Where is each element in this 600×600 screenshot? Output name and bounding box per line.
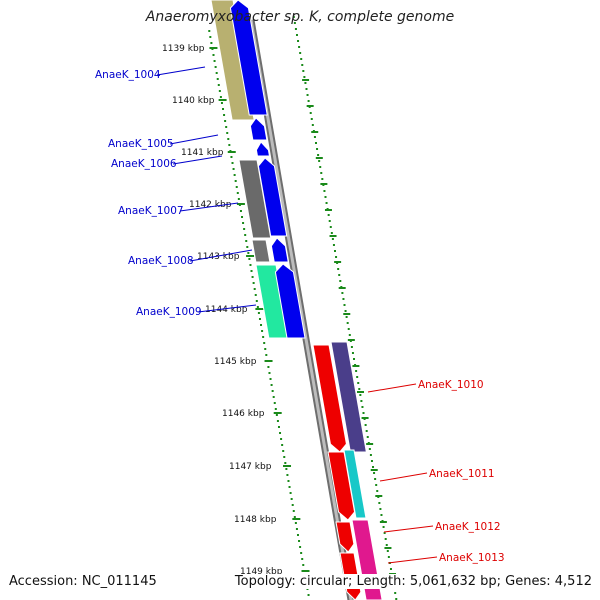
gene-label-AnaeK_1012: AnaeK_1012 [435, 521, 501, 533]
gene-label-AnaeK_1006: AnaeK_1006 [111, 158, 177, 170]
tick-dots-left [208, 30, 310, 596]
gene-label-AnaeK_1005: AnaeK_1005 [108, 138, 174, 150]
reverse-gene-arrow-1010 [312, 344, 347, 453]
map-title: Anaeromyxobacter sp. K, complete genome [145, 9, 455, 25]
grey-cog-block-2 [251, 239, 271, 263]
scale-label-3: 1142 kbp [189, 200, 232, 210]
scale-label-5: 1144 kbp [205, 305, 248, 315]
summary-text: Topology: circular; Length: 5,061,632 bp… [230, 574, 592, 589]
scale-label-0: 1139 kbp [162, 44, 205, 54]
gene-leader-AnaeK_1004 [156, 66, 206, 76]
gene-leader-AnaeK_1008 [189, 249, 253, 262]
gene-leader-AnaeK_1011 [379, 472, 428, 482]
scale-labels: 1139 kbp 1140 kbp 1141 kbp 1142 kbp 1143 kbp… [162, 44, 283, 577]
reverse-gene-arrow-1012 [335, 521, 355, 553]
forward-gene-arrow-1006 [255, 141, 271, 157]
feature-track [210, 0, 383, 600]
gene-label-AnaeK_1004: AnaeK_1004 [95, 69, 161, 81]
gene-leader-AnaeK_1010 [367, 383, 417, 393]
genome-backbone [247, 19, 355, 600]
grey-cog-block [238, 159, 272, 239]
scale-label-9: 1148 kbp [234, 515, 277, 525]
gene-labels: AnaeK_1004 AnaeK_1005 AnaeK_1006 AnaeK_1007… [95, 66, 505, 564]
accession-text: Accession: NC_011145 [9, 574, 157, 589]
gene-label-AnaeK_1010: AnaeK_1010 [418, 379, 484, 391]
purple-cog-block [330, 341, 367, 453]
gene-leader-AnaeK_1009 [197, 304, 257, 313]
gene-leader-AnaeK_1012 [383, 525, 434, 533]
gene-leader-AnaeK_1007 [179, 202, 239, 212]
scale-label-8: 1147 kbp [229, 462, 272, 472]
scale-label-6: 1145 kbp [214, 357, 257, 367]
reverse-gene-arrow-1011 [327, 451, 356, 521]
scale-label-10: 1149 kbp [240, 567, 283, 577]
forward-gene-arrow-1005 [249, 117, 268, 141]
scale-label-7: 1146 kbp [222, 409, 265, 419]
gene-leader-AnaeK_1006 [172, 155, 223, 165]
gene-label-AnaeK_1013: AnaeK_1013 [439, 552, 505, 564]
scale-label-4: 1143 kbp [197, 252, 240, 262]
forward-gene-arrow-1007 [257, 157, 288, 237]
forward-gene-arrow-1004 [229, 0, 268, 116]
cyan-cog-block [343, 449, 367, 519]
forward-gene-arrow-1009 [274, 263, 306, 339]
gene-label-AnaeK_1007: AnaeK_1007 [118, 205, 184, 217]
gene-label-AnaeK_1011: AnaeK_1011 [429, 468, 495, 480]
forward-gene-arrow-1008 [270, 237, 289, 263]
gene-leader-AnaeK_1013 [387, 556, 438, 564]
gene-label-AnaeK_1008: AnaeK_1008 [128, 255, 194, 267]
scale-label-2: 1141 kbp [181, 148, 224, 158]
gene-label-AnaeK_1009: AnaeK_1009 [136, 306, 202, 318]
scale-label-1: 1140 kbp [172, 96, 215, 106]
gene-leader-AnaeK_1005 [169, 134, 219, 145]
